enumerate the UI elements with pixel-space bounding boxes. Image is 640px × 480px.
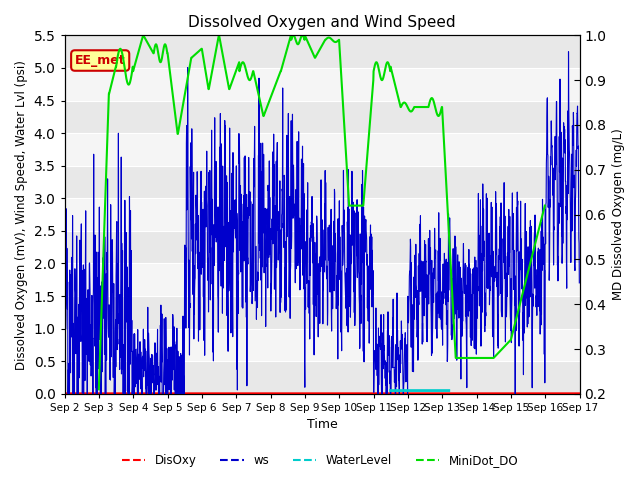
Bar <box>65 100 580 133</box>
Bar <box>65 36 580 68</box>
Legend: DisOxy, ws, WaterLevel, MiniDot_DO: DisOxy, ws, WaterLevel, MiniDot_DO <box>117 449 523 472</box>
X-axis label: Time: Time <box>307 419 337 432</box>
Y-axis label: MD Dissolved Oxygen (mg/L): MD Dissolved Oxygen (mg/L) <box>612 129 625 300</box>
Bar <box>65 264 580 296</box>
Bar <box>65 361 580 394</box>
Text: EE_met: EE_met <box>75 54 125 67</box>
Bar <box>65 198 580 231</box>
Bar <box>65 329 580 361</box>
Bar <box>65 296 580 329</box>
Bar <box>65 231 580 264</box>
Bar <box>65 68 580 100</box>
Bar <box>65 133 580 166</box>
Y-axis label: Dissolved Oxygen (mV), Wind Speed, Water Lvl (psi): Dissolved Oxygen (mV), Wind Speed, Water… <box>15 60 28 370</box>
Title: Dissolved Oxygen and Wind Speed: Dissolved Oxygen and Wind Speed <box>188 15 456 30</box>
Bar <box>65 166 580 198</box>
